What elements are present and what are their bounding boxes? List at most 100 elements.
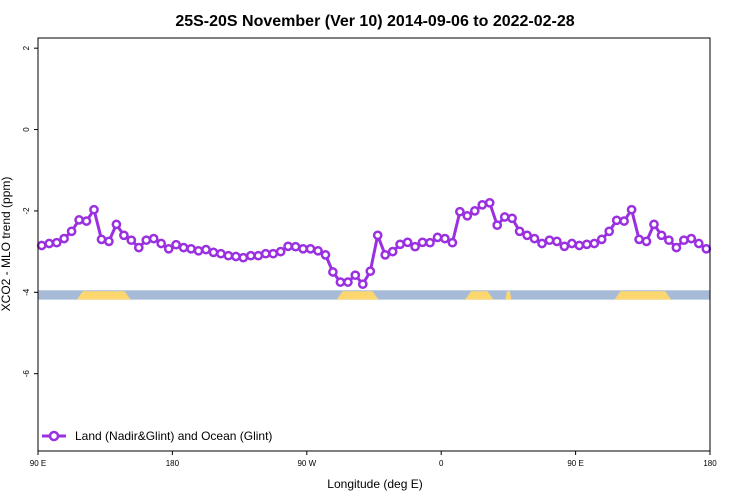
data-point: [522, 230, 532, 241]
data-point: [223, 250, 234, 261]
data-point: [484, 197, 495, 208]
x-axis-label: Longitude (deg E): [327, 477, 422, 491]
legend-marker: [48, 430, 60, 442]
data-point: [74, 215, 84, 225]
data-point: [634, 234, 644, 245]
data-point: [186, 243, 196, 254]
data-point: [679, 235, 689, 246]
data-point: [89, 204, 99, 215]
data-point: [619, 216, 629, 226]
y-axis-ticks: 2 0 -2 -4 -6: [22, 45, 38, 377]
data-point: [477, 199, 488, 210]
data-point: [701, 243, 712, 254]
land-segment: [505, 291, 512, 300]
data-point: [298, 243, 308, 254]
series-layer: [36, 197, 712, 290]
data-point: [44, 238, 55, 249]
data-point: [66, 226, 77, 237]
data-point: [537, 238, 547, 249]
data-point: [231, 251, 241, 262]
data-point: [156, 238, 167, 249]
data-point: [395, 239, 405, 250]
data-point: [440, 233, 450, 244]
data-point: [51, 237, 62, 248]
data-point: [432, 232, 443, 243]
data-point: [417, 237, 428, 248]
data-point: [343, 277, 353, 287]
legend: Land (Nadir&Glint) and Ocean (Glint): [42, 429, 272, 443]
data-point: [372, 230, 383, 241]
data-point: [290, 241, 301, 252]
data-point: [544, 235, 555, 246]
data-point: [604, 226, 615, 237]
data-point: [469, 206, 480, 216]
data-point: [201, 244, 211, 255]
land-segment: [614, 291, 672, 300]
data-point: [36, 240, 47, 251]
data-point: [305, 243, 316, 254]
data-point: [141, 235, 152, 246]
data-point: [245, 250, 256, 261]
data-point: [425, 237, 435, 248]
data-point: [275, 246, 286, 257]
x-tick-label: 180: [166, 459, 180, 468]
y-tick-label: -2: [22, 207, 31, 215]
data-point: [268, 248, 279, 259]
data-point: [455, 206, 465, 217]
data-point: [193, 245, 204, 256]
x-tick-label: 90 E: [567, 459, 583, 468]
x-tick-label: 90 W: [297, 459, 316, 468]
data-point: [328, 267, 338, 277]
data-point: [649, 219, 659, 230]
data-point: [596, 234, 607, 245]
data-point: [119, 230, 129, 241]
data-point: [59, 233, 69, 244]
data-point: [656, 230, 667, 241]
data-point: [238, 252, 249, 263]
legend-entry-label: Land (Nadir&Glint) and Ocean (Glint): [75, 429, 272, 443]
data-point: [111, 219, 122, 230]
data-point: [462, 210, 473, 221]
data-point: [671, 242, 682, 253]
data-point: [641, 236, 652, 247]
data-point: [387, 246, 398, 257]
data-point: [514, 226, 525, 237]
data-point: [313, 245, 323, 256]
data-point: [178, 242, 189, 253]
plot-frame: [37, 37, 711, 452]
x-tick-label: 180: [703, 459, 717, 468]
data-point: [559, 241, 570, 252]
x-tick-label: 90 E: [30, 459, 46, 468]
data-point: [574, 240, 585, 251]
data-point: [320, 250, 331, 260]
data-point: [126, 235, 137, 246]
x-axis-ticks: 90 E 180 90 W 0 90 E 180: [30, 451, 717, 468]
data-point: [410, 241, 420, 252]
y-tick-label: -4: [22, 288, 31, 296]
land-segment: [76, 291, 131, 300]
x-tick-label: 0: [439, 459, 444, 468]
data-point: [350, 270, 361, 281]
data-point: [283, 241, 293, 252]
y-axis-label: XCO2 - MLO trend (ppm): [0, 177, 13, 312]
data-point: [529, 233, 540, 244]
data-point: [171, 239, 181, 250]
land-segment: [336, 291, 379, 300]
data-point: [581, 239, 592, 250]
data-point: [133, 242, 144, 253]
land-segment: [465, 291, 494, 300]
data-point: [380, 250, 391, 260]
data-point: [216, 248, 226, 259]
data-point: [104, 236, 114, 247]
data-point: [499, 212, 510, 222]
y-tick-label: 2: [22, 45, 31, 50]
data-point: [492, 220, 503, 231]
data-point: [260, 248, 271, 259]
data-point: [402, 237, 413, 248]
data-point: [552, 236, 562, 247]
y-tick-label: 0: [22, 127, 31, 132]
data-point: [589, 238, 600, 249]
y-tick-label: -6: [22, 370, 31, 378]
data-point: [567, 238, 577, 249]
